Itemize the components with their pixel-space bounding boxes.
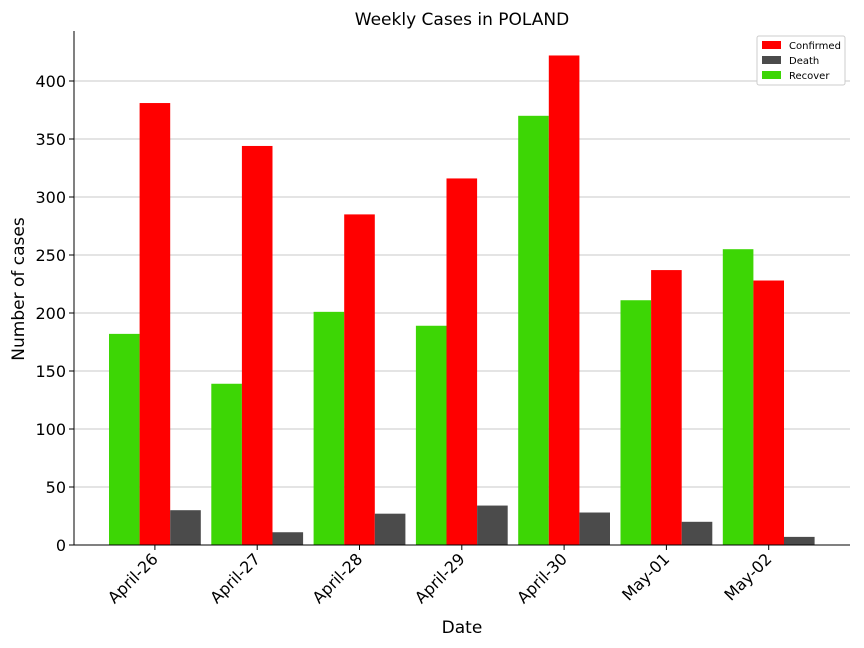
bar-death: [681, 521, 713, 545]
bar-death: [374, 513, 406, 545]
bar-death: [579, 512, 610, 545]
bar-recover: [415, 325, 447, 545]
x-axis-title: Date: [442, 618, 483, 638]
bar-confirmed: [651, 270, 682, 545]
y-tick-label: 250: [35, 246, 66, 265]
x-ticks: April-26 April-27 April-28 April-29 April-30…: [104, 545, 776, 607]
x-tick-label: April-30: [513, 549, 571, 607]
bar-confirmed: [139, 103, 171, 545]
legend-swatch-recover: [762, 71, 781, 79]
y-axis-title: Number of cases: [9, 217, 29, 361]
x-tick-label: April-29: [411, 549, 469, 607]
x-tick-label: April-28: [309, 549, 367, 607]
bars: [109, 55, 815, 546]
x-tick-label: April-26: [104, 549, 162, 607]
bar-recover: [313, 311, 345, 545]
bar-confirmed: [753, 280, 784, 545]
bar-recover: [211, 383, 242, 545]
y-tick-label: 400: [35, 72, 66, 91]
bar-recover: [109, 333, 140, 545]
bar-recover: [620, 300, 652, 545]
x-tick-label: April-27: [206, 549, 264, 607]
bar-confirmed: [344, 214, 375, 545]
bar-confirmed: [241, 145, 273, 545]
legend-label-confirmed: Confirmed: [789, 41, 841, 52]
bar-death: [170, 510, 201, 545]
bar-death: [272, 532, 304, 545]
legend-label-recover: Recover: [789, 71, 830, 82]
legend: Confirmed Death Recover: [756, 35, 846, 86]
y-ticks: 0 50 100 150 200 250 300 350 400: [35, 72, 74, 555]
bar-death: [784, 536, 815, 545]
y-tick-label: 200: [35, 304, 66, 323]
y-tick-label: 100: [35, 420, 66, 439]
legend-swatch-confirmed: [762, 41, 781, 49]
bar-death: [477, 505, 508, 545]
bar-confirmed: [548, 55, 580, 545]
legend-swatch-death: [762, 56, 781, 64]
bar-confirmed: [446, 178, 478, 545]
y-tick-label: 150: [35, 362, 66, 381]
chart-title: Weekly Cases in POLAND: [355, 10, 569, 30]
legend-label-death: Death: [789, 56, 819, 67]
bar-recover: [722, 249, 754, 545]
y-tick-label: 350: [35, 130, 66, 149]
bar-recover: [518, 115, 549, 546]
x-tick-label: May-01: [618, 549, 673, 604]
y-tick-label: 0: [56, 536, 66, 555]
y-tick-label: 300: [35, 188, 66, 207]
x-tick-label: May-02: [720, 549, 775, 604]
y-tick-label: 50: [46, 478, 66, 497]
